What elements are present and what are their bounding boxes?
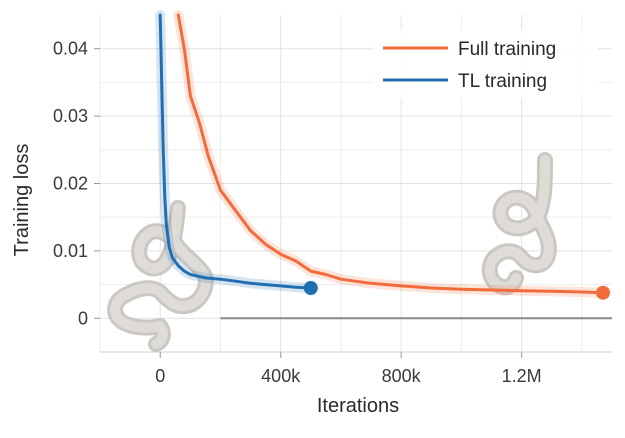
y-tick-labels: 0 0.01 0.02 0.03 0.04 [53, 39, 100, 328]
y-tick-label: 0.03 [53, 106, 88, 126]
end-marker-full-training [596, 285, 610, 300]
x-axis-label: Iterations [317, 395, 399, 417]
legend-label-tl-training: TL training [458, 71, 547, 92]
x-tick-labels: 0 400k 800k 1.2M [155, 352, 542, 386]
y-tick-label: 0.04 [53, 39, 88, 59]
legend-background [372, 30, 598, 98]
end-marker-tl-training [303, 281, 318, 295]
y-tick-label: 0 [78, 308, 88, 328]
series-line-tl-training [158, 13, 313, 290]
left-artery-model-illustration [107, 200, 214, 352]
y-tick-label: 0.02 [53, 174, 88, 194]
right-artery-model-illustration [481, 152, 557, 296]
x-tick-label: 1.2M [502, 366, 542, 386]
y-axis-label: Training loss [11, 144, 33, 257]
x-tick-label: 400k [261, 366, 301, 386]
x-tick-label: 0 [155, 366, 165, 386]
series-layer [155, 10, 610, 300]
y-tick-label: 0.01 [53, 241, 88, 261]
legend-label-full-training: Full training [458, 39, 556, 60]
legend: Full training TL training [372, 30, 598, 98]
x-tick-label: 800k [382, 366, 422, 386]
